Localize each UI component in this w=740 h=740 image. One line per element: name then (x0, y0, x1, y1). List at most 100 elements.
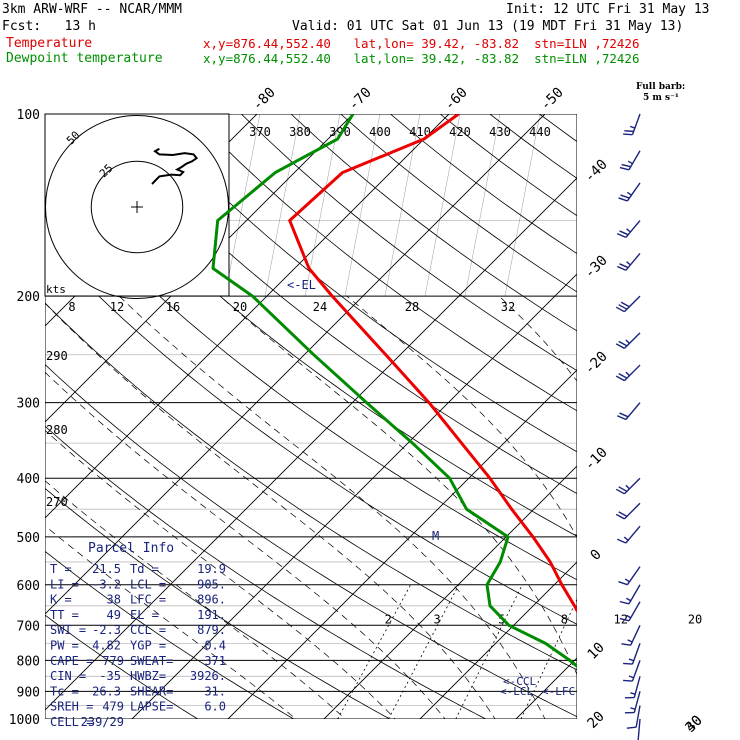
isotherm (45, 114, 450, 519)
wind-barb-flag (615, 488, 625, 495)
mixing-ratio-label: 20 (233, 300, 247, 314)
wind-barb-staff (631, 660, 641, 682)
theta-label: 400 (369, 125, 391, 139)
wind-barb-half (626, 228, 631, 233)
theta-label: 440 (529, 125, 551, 139)
wind-barb-staff (637, 718, 641, 740)
moist-adiabat (45, 525, 297, 719)
hodograph-ring (45, 115, 229, 299)
mixing-ratio-label: 2 (385, 612, 392, 626)
wind-barb-staff (626, 566, 641, 586)
wind-legend-value: 5 m s⁻¹ (643, 93, 679, 103)
isotherm (612, 114, 740, 719)
theta-label: 430 (489, 125, 511, 139)
isotherm-label: -40 (582, 157, 611, 186)
dry-adiabat (241, 114, 577, 372)
wind-barb-half (624, 578, 630, 583)
parcel-info-value: 6.0 (204, 700, 226, 714)
hodograph-ring (90, 160, 184, 254)
wind-barb-flag (619, 600, 630, 605)
dry-adiabat (489, 114, 577, 179)
isotherm (131, 273, 577, 719)
wind-barb-half (629, 125, 636, 129)
wind-barb-staff (625, 220, 641, 238)
wind-barb-staff (625, 402, 641, 420)
pressure-label: 400 (17, 472, 40, 487)
init-time: Init: 12 UTC Fri 31 May 13 (506, 2, 710, 17)
pressure-label: 1000 (9, 713, 40, 728)
mixing-ratio-label: 28 (405, 300, 419, 314)
wind-barb-staff (631, 643, 641, 665)
hodograph-units-label: kts (46, 283, 66, 296)
parcel-info-key: SHEAR= (130, 684, 173, 698)
dry-adiabat (191, 114, 577, 412)
wind-barb-half (628, 658, 634, 662)
pressure-label: 200 (17, 290, 40, 305)
isotherm-label: 10 (585, 640, 608, 663)
wind-barb-flag (623, 133, 633, 136)
dry-adiabat (45, 425, 487, 719)
wind-barb (621, 624, 641, 646)
wind-barbs (615, 113, 641, 740)
parcel-info-key: YGP = (130, 639, 166, 653)
wind-barb (615, 477, 641, 495)
mixing-ratio-line (337, 584, 411, 719)
parcel-info-key: T = (50, 562, 72, 576)
isotherm-label: 0 (588, 547, 605, 564)
pressure-label: 900 (17, 685, 40, 700)
mixing-ratio-label: 12 (110, 300, 124, 314)
parcel-info-value: 905. (197, 577, 226, 591)
wind-barb (637, 718, 641, 740)
theta-guide (264, 114, 301, 297)
parcel-info-key: K = (50, 593, 72, 607)
wind-barb-half (626, 597, 632, 602)
pressure-label: 500 (17, 531, 40, 546)
temperature-line (288, 114, 577, 614)
wind-barb (615, 502, 641, 520)
parcel-info-key: CCL = (130, 623, 166, 637)
parcel-info-key: LCL = (130, 577, 166, 591)
dry-adiabat (141, 114, 577, 453)
dry-adiabat (45, 302, 577, 671)
dry-adiabat (45, 614, 199, 719)
dry-adiabat (45, 550, 295, 719)
ccl-annotation: <-CCL (503, 675, 536, 688)
wind-barb-staff (631, 113, 641, 135)
parcel-info-key: SREH = (50, 700, 93, 714)
dewpoint-line (211, 114, 577, 669)
theta-label: 420 (449, 125, 471, 139)
wind-barb-flag (618, 486, 628, 492)
mixing-ratio-line (388, 584, 460, 719)
dry-adiabat (45, 487, 391, 719)
isotherm (45, 114, 546, 615)
wind-barb (623, 113, 641, 136)
wind-barb-flag (619, 617, 630, 622)
wind-barb-flag (615, 375, 625, 382)
parcel-info-key: Tc = (50, 684, 79, 698)
dry-adiabat (91, 114, 577, 495)
dry-adiabat (539, 114, 577, 143)
wind-barb-flag (619, 412, 629, 418)
parcel-info-value: -2.3 (92, 623, 121, 637)
mixing-ratio-label: 32 (501, 300, 515, 314)
wind-barb (616, 220, 641, 239)
theta-label: 280 (46, 423, 68, 437)
wind-barb-flag (615, 306, 625, 313)
isotherm-label: -80 (250, 85, 279, 114)
wind-barb-staff (628, 150, 641, 171)
parcel-info-key: CAPE = (50, 654, 93, 668)
parcel-info-key: LAPSE= (130, 700, 173, 714)
wind-barb-flag (618, 340, 628, 347)
parcel-info-key: PW = (50, 639, 79, 653)
theta-guide (224, 114, 261, 297)
isotherm-label: -60 (442, 85, 471, 114)
lcl-annotation: <-LCL (500, 685, 533, 698)
theta-guide (304, 114, 341, 297)
wind-barb-staff (633, 676, 641, 698)
wind-barb-flag (616, 232, 627, 239)
wind-barb-half (627, 639, 633, 643)
wind-barb-flag (621, 163, 631, 168)
mixing-ratio-label: 8 (561, 612, 568, 626)
